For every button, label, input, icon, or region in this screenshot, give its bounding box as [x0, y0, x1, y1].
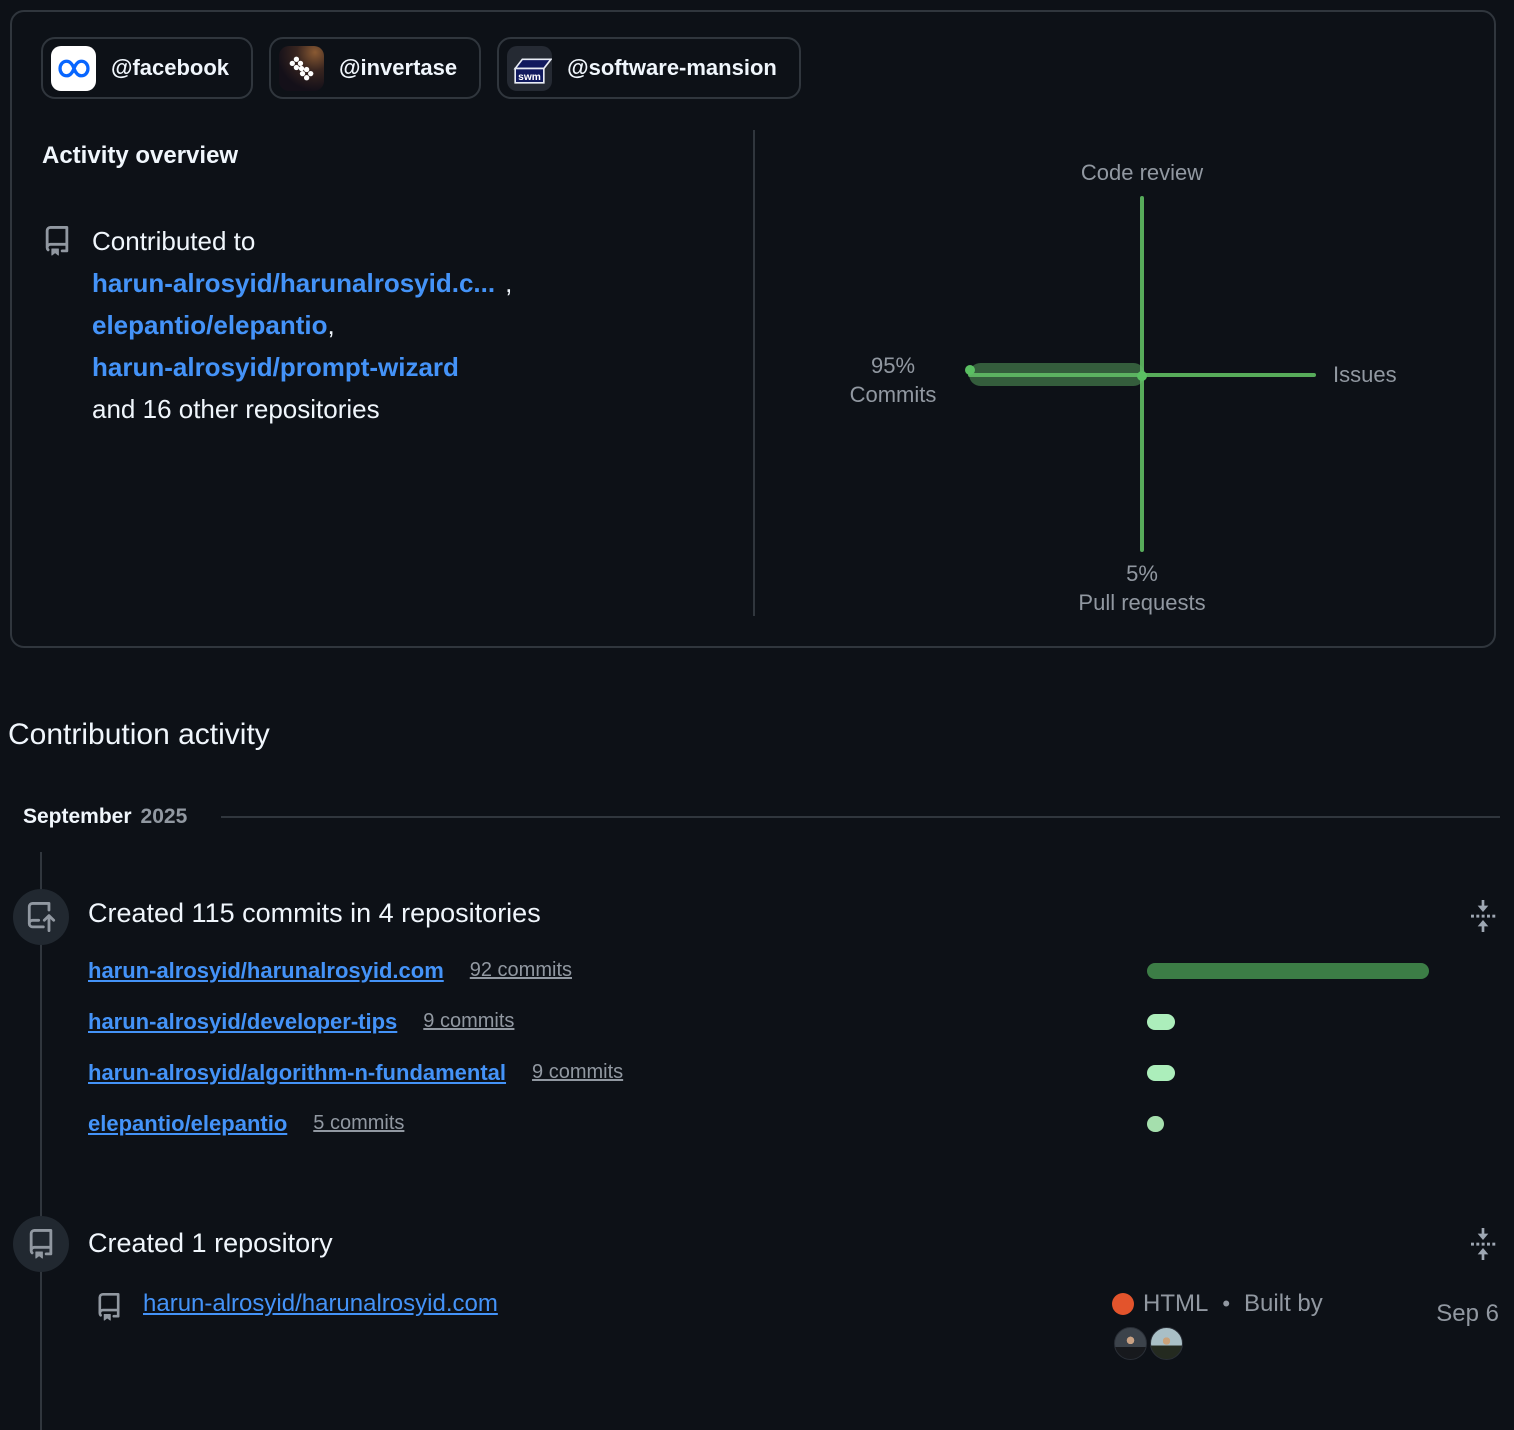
commit-activity-bar: [1147, 1064, 1175, 1081]
commit-repo-row: harun-alrosyid/algorithm-n-fundamental 9 …: [88, 1047, 1514, 1098]
month-divider-line: [221, 816, 1500, 818]
org-badge-label: @facebook: [111, 55, 230, 80]
commit-count-link[interactable]: 9 commits: [423, 1010, 515, 1032]
invertase-logo-icon: [279, 45, 325, 91]
commits-percent: 95%: [870, 353, 916, 378]
created-repository-heading: Created 1 repository: [88, 1228, 333, 1258]
org-badge-software-mansion[interactable]: swm @software-mansion: [497, 37, 801, 99]
pull-requests-percent: 5%: [1126, 561, 1158, 586]
year-label: 2025: [140, 805, 188, 828]
commits-label: Commits: [849, 382, 937, 407]
built-by-avatar[interactable]: [1114, 1327, 1147, 1360]
organization-badges: @facebook @invertase swm: [12, 12, 1494, 99]
meta-logo-icon: [51, 45, 96, 91]
axis-label-code-review: Code review: [1080, 160, 1204, 185]
language-label: HTML: [1143, 1290, 1209, 1317]
repo-link[interactable]: harun-alrosyid/algorithm-n-fundamental: [88, 1059, 507, 1085]
contribution-timeline: Created 115 commits in 4 repositories ha…: [0, 852, 1514, 1430]
repo-icon: [45, 226, 69, 256]
software-mansion-logo-icon: swm: [507, 45, 553, 91]
contributed-repo-link[interactable]: harun-alrosyid/prompt-wizard: [92, 352, 459, 382]
timeline-month-header: September 2025: [23, 805, 1500, 829]
commit-activity-bar: [1147, 962, 1429, 979]
repo-icon: [98, 1293, 120, 1321]
repo-link[interactable]: harun-alrosyid/developer-tips: [88, 1008, 398, 1034]
comma: ,: [505, 268, 513, 298]
contributed-repo-link[interactable]: elepantio/elepantio: [92, 310, 328, 340]
activity-compass-chart: Code review Issues 95% Commits 5% Pull r…: [755, 130, 1494, 616]
commit-repo-row: harun-alrosyid/developer-tips 9 commits: [88, 996, 1514, 1047]
commit-count-link[interactable]: 92 commits: [469, 959, 572, 981]
repo-push-icon: [13, 889, 69, 945]
language-color-dot: [1112, 1293, 1134, 1315]
org-badge-facebook[interactable]: @facebook: [41, 37, 254, 99]
comma: ,: [327, 310, 335, 340]
commit-activity-bar: [1147, 1115, 1164, 1132]
meta-separator: •: [1222, 1291, 1231, 1316]
commit-repo-list: harun-alrosyid/harunalrosyid.com 92 commi…: [88, 945, 1514, 1149]
org-badge-invertase[interactable]: @invertase: [269, 37, 482, 99]
repo-link[interactable]: harun-alrosyid/harunalrosyid.com: [88, 957, 444, 983]
swm-icon-text: swm: [518, 71, 541, 82]
created-repository-row: harun-alrosyid/harunalrosyid.com HTML • …: [95, 1290, 1514, 1362]
org-badge-label: @software-mansion: [567, 55, 777, 80]
contributed-more-text: and 16 other repositories: [92, 394, 380, 424]
collapse-section-button[interactable]: [1469, 900, 1497, 932]
repo-icon: [13, 1216, 69, 1272]
month-label: September: [23, 805, 132, 828]
activity-overview-title: Activity overview: [42, 142, 239, 169]
created-date: Sep 6: [1436, 1300, 1499, 1327]
commits-value-bar: [969, 363, 1145, 386]
commit-count-link[interactable]: 9 commits: [532, 1061, 624, 1083]
axis-label-commits: 95% Commits: [827, 351, 959, 409]
contributed-repo-link[interactable]: harun-alrosyid/harunalrosyid.c...: [92, 268, 496, 298]
center-data-point: [1137, 371, 1147, 381]
built-by-avatars: [1114, 1327, 1323, 1360]
activity-overview-panel: Activity overview Contributed to harun-a…: [12, 130, 755, 616]
commits-data-point: [965, 365, 975, 375]
pull-requests-label: Pull requests: [1078, 590, 1206, 615]
axis-label-issues: Issues: [1333, 362, 1397, 387]
built-by-label: Built by: [1244, 1290, 1323, 1317]
commits-section-heading: Created 115 commits in 4 repositories: [88, 898, 541, 928]
repo-meta: HTML • Built by: [1112, 1290, 1323, 1360]
created-repo-link[interactable]: harun-alrosyid/harunalrosyid.com: [143, 1290, 498, 1317]
org-badge-label: @invertase: [339, 55, 458, 80]
activity-overview-card: @facebook @invertase swm: [10, 10, 1496, 648]
contributed-to-label: Contributed to: [92, 226, 256, 256]
commit-repo-row: harun-alrosyid/harunalrosyid.com 92 commi…: [88, 945, 1514, 996]
commit-activity-bar: [1147, 1013, 1175, 1030]
commit-repo-row: elepantio/elepantio 5 commits: [88, 1098, 1514, 1149]
axis-label-pull-requests: 5% Pull requests: [1042, 559, 1242, 617]
built-by-avatar[interactable]: [1150, 1327, 1183, 1360]
repo-link[interactable]: elepantio/elepantio: [88, 1110, 288, 1136]
contribution-activity-title: Contribution activity: [8, 718, 270, 751]
collapse-section-button[interactable]: [1469, 1228, 1497, 1260]
commit-count-link[interactable]: 5 commits: [313, 1112, 405, 1134]
